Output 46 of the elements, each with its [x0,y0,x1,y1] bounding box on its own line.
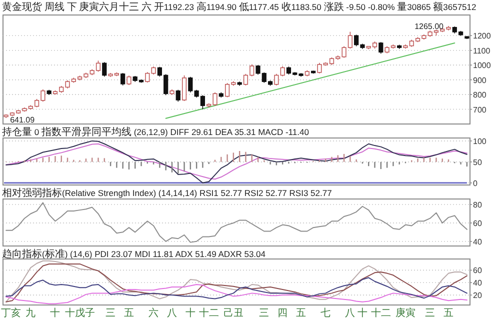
chart-title: 趋向指标(标准) (14,6) PDI 23.07 MDI 11.81 ADX 51.49 ADXR 53.04 [2,248,266,260]
x-tick-label: 十 [50,307,60,319]
y-tick-label: 1100 [473,46,491,56]
y-tick-label: 40 [473,237,482,246]
x-tick-label: 五 [443,308,454,319]
candlestick [102,62,107,77]
x-tick-label: 八 [166,308,177,319]
y-tick-label: 1200 [473,32,492,41]
y-tick-label: 50 [473,158,482,167]
y-tick-label: 20 [473,291,482,300]
y-tick-label: 900 [473,76,487,85]
x-tick-label: 己丑 [223,308,244,319]
chart-title: 持仓量 0 指数平滑异同平均线 (26,12,9) DIFF 29.61 DEA 35.31 MACD -11.40 [2,126,310,138]
line-series [6,284,468,304]
chart-title: 相对强弱指标(Relative Strength Index) (14,14,14) RSI1 52.77 RSI2 52.77 RSI3 52.77 [2,187,332,199]
annotation: 641.09 [10,115,36,124]
x-tick-label: 十二 [198,307,219,319]
y-tick-label: 1000 [473,61,492,70]
y-tick-label: 800 [473,90,487,100]
x-tick-label: 三 [106,308,116,319]
x-tick-label: 九 [26,307,36,319]
y-tick-label: 100 [473,136,487,146]
x-tick-label: 丁亥 [1,307,21,319]
x-tick-label: 五 [124,308,134,319]
x-tick-label: 三 [259,308,270,319]
x-tick-label: 七 [320,307,331,319]
x-tick-label: 十二 [370,307,391,319]
y-tick-label: 0 [473,178,478,188]
x-tick-label: 三 [425,308,436,319]
x-tick-label: 十戊子 [64,307,95,319]
x-tick-label: 五 [296,308,306,319]
y-tick-label: 60 [473,218,482,228]
x-tick-label: 十 [357,307,368,319]
y-tick-label: 700 [473,105,487,114]
y-tick-label: 40 [473,278,482,288]
chart-title: 黄金现货 周线 下 庚寅六月十三 六 开1192.23 高1194.90 低1177.45 收1183.50 涨跌 -9.50 -0.80% 量30865 额3657512 [2,2,476,13]
y-tick-label: 80 [473,200,482,210]
x-tick-label: 庚寅 [395,307,416,319]
line-series [6,202,468,243]
x-tick-label: 六 [148,307,159,319]
x-tick-label: 十 [185,307,196,319]
y-tick-label: 60 [473,266,482,276]
annotation: 1265.00 [414,22,444,32]
x-tick-label: 八 [345,308,356,319]
line-series [6,277,468,300]
x-tick-label: 四 [278,308,288,319]
